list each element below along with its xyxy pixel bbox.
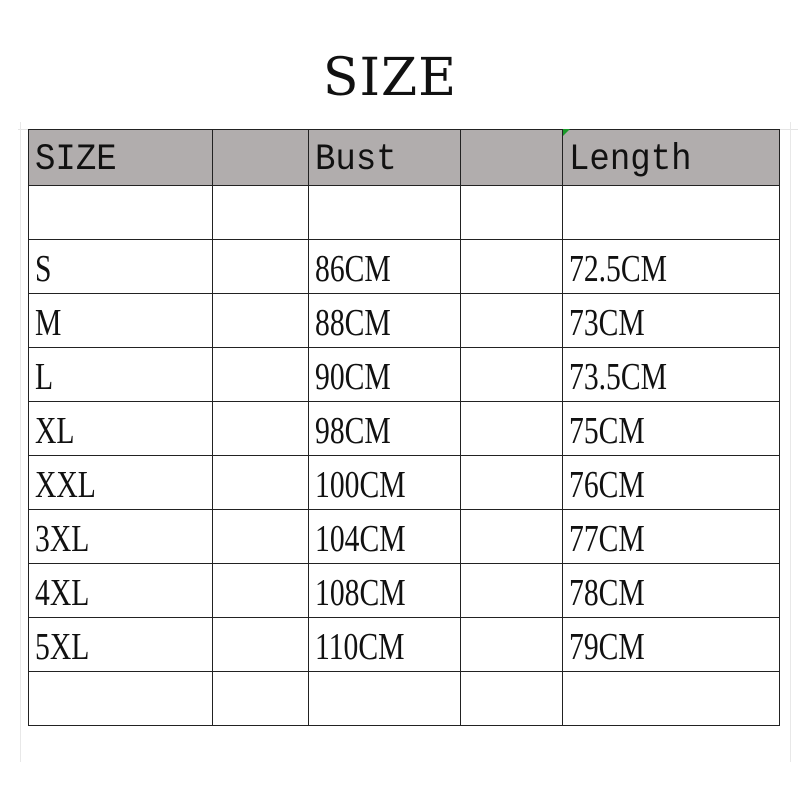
table-cell[interactable] — [460, 239, 563, 294]
table-cell[interactable]: 86CM — [308, 239, 461, 294]
cell-value: M — [35, 302, 62, 344]
table-cell[interactable] — [28, 671, 213, 726]
header-label: Bust — [315, 139, 397, 181]
table-cell[interactable]: 77CM — [562, 509, 780, 564]
size-table: SIZE Bust Length S 86CM 72.5CM M 88CM 73CM L 90CM 7… — [28, 129, 780, 726]
cell-value: 79CM — [569, 626, 645, 668]
cell-value: 108CM — [315, 572, 406, 614]
table-row: S 86CM 72.5CM — [28, 239, 780, 294]
cell-value: 75CM — [569, 410, 645, 452]
cell-value: 77CM — [569, 518, 645, 560]
header-cell[interactable]: Bust — [308, 129, 461, 186]
cell-value: 76CM — [569, 464, 645, 506]
cell-value: 5XL — [35, 626, 90, 668]
table-cell[interactable]: 73.5CM — [562, 347, 780, 402]
table-cell[interactable]: 75CM — [562, 401, 780, 456]
header-cell[interactable] — [212, 129, 309, 186]
table-cell[interactable]: XL — [28, 401, 213, 456]
page-title: SIZE — [322, 48, 458, 108]
sheet-gridline — [20, 122, 21, 762]
table-cell[interactable] — [212, 671, 309, 726]
table-cell[interactable] — [28, 185, 213, 240]
table-cell[interactable]: 78CM — [562, 563, 780, 618]
table-cell[interactable] — [460, 185, 563, 240]
table-row — [28, 671, 780, 726]
table-cell[interactable]: 79CM — [562, 617, 780, 672]
header-label: SIZE — [35, 139, 117, 181]
table-cell[interactable]: 5XL — [28, 617, 213, 672]
cell-value: 86CM — [315, 248, 391, 290]
cell-comment-marker — [563, 129, 570, 136]
table-cell[interactable] — [212, 293, 309, 348]
sheet-gridline — [790, 122, 791, 762]
table-cell[interactable]: 90CM — [308, 347, 461, 402]
cell-value: 104CM — [315, 518, 406, 560]
table-cell[interactable]: 98CM — [308, 401, 461, 456]
table-row: 4XL 108CM 78CM — [28, 563, 780, 618]
table-cell[interactable] — [212, 347, 309, 402]
table-cell[interactable] — [212, 563, 309, 618]
table-cell[interactable]: S — [28, 239, 213, 294]
cell-value: XXL — [35, 464, 96, 506]
table-cell[interactable]: 88CM — [308, 293, 461, 348]
table-cell[interactable] — [212, 401, 309, 456]
table-cell[interactable] — [460, 401, 563, 456]
table-cell[interactable] — [562, 185, 780, 240]
table-cell[interactable]: 100CM — [308, 455, 461, 510]
table-row: M 88CM 73CM — [28, 293, 780, 348]
table-cell[interactable] — [562, 671, 780, 726]
table-cell[interactable] — [212, 239, 309, 294]
table-cell[interactable] — [460, 617, 563, 672]
table-cell[interactable] — [212, 617, 309, 672]
table-cell[interactable]: M — [28, 293, 213, 348]
table-cell[interactable]: 76CM — [562, 455, 780, 510]
cell-value: 4XL — [35, 572, 90, 614]
table-row: XL 98CM 75CM — [28, 401, 780, 456]
header-cell[interactable] — [460, 129, 563, 186]
table-cell[interactable]: 110CM — [308, 617, 461, 672]
table-cell[interactable] — [212, 455, 309, 510]
table-cell[interactable]: XXL — [28, 455, 213, 510]
cell-value: L — [35, 356, 54, 398]
table-cell[interactable] — [212, 509, 309, 564]
table-cell[interactable] — [308, 671, 461, 726]
cell-value: 78CM — [569, 572, 645, 614]
cell-value: 73.5CM — [569, 356, 667, 398]
table-cell[interactable]: 4XL — [28, 563, 213, 618]
cell-value: 98CM — [315, 410, 391, 452]
cell-value: 110CM — [315, 626, 405, 668]
table-cell[interactable] — [460, 671, 563, 726]
cell-value: 3XL — [35, 518, 90, 560]
table-row — [28, 185, 780, 240]
table-cell[interactable] — [460, 347, 563, 402]
header-cell[interactable]: SIZE — [28, 129, 213, 186]
cell-value: 100CM — [315, 464, 406, 506]
cell-value: S — [35, 248, 52, 290]
header-row: SIZE Bust Length — [28, 129, 780, 186]
table-row: 5XL 110CM 79CM — [28, 617, 780, 672]
table-row: L 90CM 73.5CM — [28, 347, 780, 402]
table-cell[interactable]: 72.5CM — [562, 239, 780, 294]
cell-value: 72.5CM — [569, 248, 667, 290]
table-cell[interactable]: 104CM — [308, 509, 461, 564]
cell-value: 90CM — [315, 356, 391, 398]
table-cell[interactable] — [460, 455, 563, 510]
table-cell[interactable]: L — [28, 347, 213, 402]
table-row: 3XL 104CM 77CM — [28, 509, 780, 564]
header-label: Length — [569, 139, 692, 181]
table-cell[interactable] — [212, 185, 309, 240]
table-cell[interactable]: 108CM — [308, 563, 461, 618]
header-cell[interactable]: Length — [562, 129, 780, 186]
table-row: XXL 100CM 76CM — [28, 455, 780, 510]
table-cell[interactable] — [460, 293, 563, 348]
table-cell[interactable] — [308, 185, 461, 240]
table-cell[interactable] — [460, 563, 563, 618]
cell-value: XL — [35, 410, 75, 452]
table-cell[interactable]: 73CM — [562, 293, 780, 348]
cell-value: 73CM — [569, 302, 645, 344]
table-cell[interactable] — [460, 509, 563, 564]
table-cell[interactable]: 3XL — [28, 509, 213, 564]
cell-value: 88CM — [315, 302, 391, 344]
